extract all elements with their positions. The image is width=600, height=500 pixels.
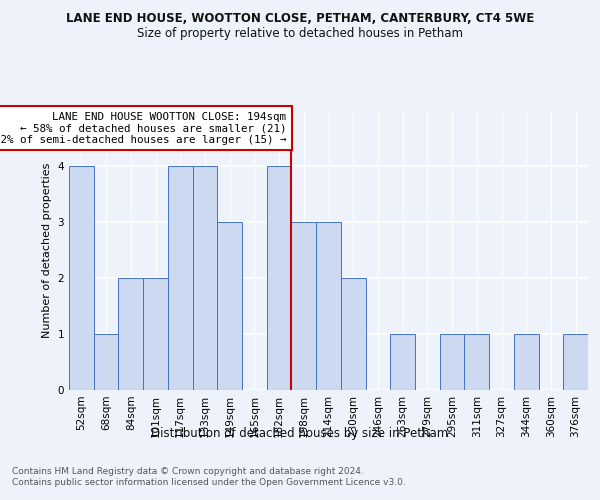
- Bar: [217, 222, 242, 390]
- Bar: [390, 334, 415, 390]
- Bar: [168, 166, 193, 390]
- Text: LANE END HOUSE, WOOTTON CLOSE, PETHAM, CANTERBURY, CT4 5WE: LANE END HOUSE, WOOTTON CLOSE, PETHAM, C…: [66, 12, 534, 26]
- Text: Distribution of detached houses by size in Petham: Distribution of detached houses by size …: [151, 428, 449, 440]
- Bar: [514, 334, 539, 390]
- Bar: [193, 166, 217, 390]
- Text: Size of property relative to detached houses in Petham: Size of property relative to detached ho…: [137, 28, 463, 40]
- Bar: [69, 166, 94, 390]
- Bar: [464, 334, 489, 390]
- Y-axis label: Number of detached properties: Number of detached properties: [42, 162, 52, 338]
- Bar: [94, 334, 118, 390]
- Bar: [118, 278, 143, 390]
- Bar: [563, 334, 588, 390]
- Bar: [143, 278, 168, 390]
- Bar: [316, 222, 341, 390]
- Bar: [440, 334, 464, 390]
- Bar: [292, 222, 316, 390]
- Bar: [341, 278, 365, 390]
- Text: Contains HM Land Registry data © Crown copyright and database right 2024.
Contai: Contains HM Land Registry data © Crown c…: [12, 468, 406, 487]
- Text: LANE END HOUSE WOOTTON CLOSE: 194sqm
← 58% of detached houses are smaller (21)
4: LANE END HOUSE WOOTTON CLOSE: 194sqm ← 5…: [0, 112, 286, 145]
- Bar: [267, 166, 292, 390]
